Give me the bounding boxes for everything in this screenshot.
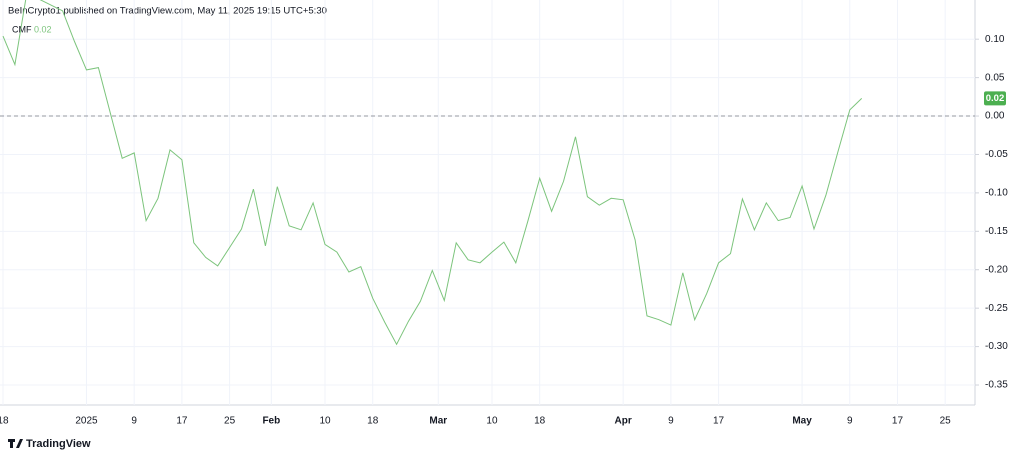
y-tick-label: -0.20: [985, 264, 1008, 275]
y-tick-label: 0.10: [985, 34, 1005, 45]
x-tick-label: 25: [224, 416, 236, 427]
cmf-line: [2, 0, 863, 346]
x-tick-label: 9: [847, 416, 853, 427]
x-tick-label: 18: [367, 416, 379, 427]
y-tick-label: 0.05: [985, 72, 1005, 83]
x-tick-label: May: [792, 416, 812, 427]
y-tick-label: -0.15: [985, 226, 1008, 237]
x-tick-label: Apr: [615, 416, 632, 427]
y-tick-label: 0.00: [985, 111, 1005, 122]
y-tick-label: -0.35: [985, 380, 1008, 391]
x-tick-label: 10: [319, 416, 331, 427]
grid: [0, 0, 975, 405]
y-tick-label: -0.10: [985, 188, 1008, 199]
x-tick-label: 18: [534, 416, 546, 427]
x-tick-label: 9: [668, 416, 674, 427]
x-tick-label: 25: [940, 416, 952, 427]
brand-text: TradingView: [26, 438, 91, 450]
x-tick-label: 2025: [75, 416, 98, 427]
last-value-badge: [984, 91, 1006, 106]
x-tick-label: Feb: [262, 416, 280, 427]
x-tick-label: 10: [486, 416, 498, 427]
x-tick-label: 18: [0, 416, 9, 427]
header: BeInCrypto1 published on TradingView.com…: [8, 6, 327, 17]
legend-value: 0.02: [34, 24, 52, 34]
logo-icon: [8, 439, 23, 448]
x-tick-label: 17: [176, 416, 188, 427]
x-tick-label: 9: [131, 416, 137, 427]
y-tick-label: -0.30: [985, 341, 1008, 352]
last-value-label: 0.02: [986, 93, 1005, 104]
x-tick-label: 17: [713, 416, 725, 427]
y-tick-label: -0.05: [985, 149, 1008, 160]
y-tick-label: -0.25: [985, 303, 1008, 314]
brand-logo: TradingView: [8, 438, 91, 450]
x-tick-label: 17: [892, 416, 904, 427]
legend-name: CMF: [12, 24, 32, 34]
x-tick-label: Mar: [429, 416, 447, 427]
